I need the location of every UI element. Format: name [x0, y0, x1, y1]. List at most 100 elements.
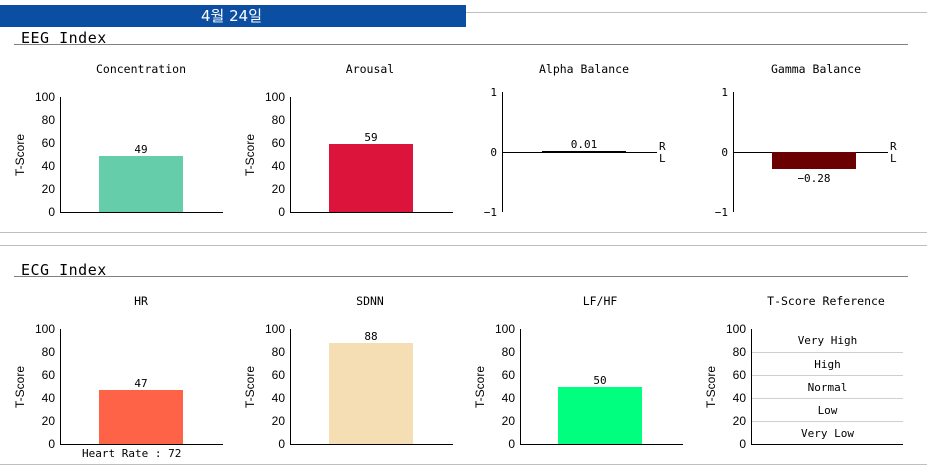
y-tick-label: 20: [41, 414, 55, 428]
bar-value-label: −0.28: [797, 171, 831, 185]
x-axis: [751, 444, 903, 445]
reference-grid: Very High High Normal Low Very Low: [752, 329, 903, 444]
chart-title: LF/HF: [582, 294, 618, 308]
chart-title: Alpha Balance: [538, 62, 629, 76]
y-axis-label: T-Score: [473, 365, 487, 408]
y-tick-label: 20: [732, 414, 746, 428]
y-tick-label: 60: [271, 136, 285, 150]
y-tick-label: 40: [501, 391, 515, 405]
date-banner: 4월 24일: [0, 5, 466, 27]
y-tick-label: 100: [264, 322, 285, 336]
y-tick-label: 40: [41, 391, 55, 405]
y-axis: [60, 97, 61, 212]
y-tick-label: −1: [714, 206, 728, 219]
section-separator: [0, 232, 927, 233]
y-tick-label: 40: [41, 159, 55, 173]
y-tick-label: 0: [508, 437, 515, 451]
y-tick-label: 40: [732, 391, 746, 405]
bar: [329, 144, 413, 212]
y-axis-label: T-Score: [704, 365, 718, 408]
bar: [772, 152, 856, 169]
right-label: R: [659, 140, 666, 153]
y-axis: [290, 97, 291, 212]
reference-level: High: [752, 352, 903, 376]
y-axis-label: T-Score: [13, 133, 27, 176]
reference-level: Low: [752, 398, 903, 422]
y-axis-label: T-Score: [13, 365, 27, 408]
bar-value-label: 0.01: [570, 137, 598, 151]
y-tick-label: 60: [41, 136, 55, 150]
y-tick-label: −1: [483, 206, 497, 219]
heart-rate-note: Heart Rate : 72: [82, 447, 182, 460]
y-tick-label: 0: [48, 205, 55, 219]
reference-level: Very Low: [752, 421, 903, 445]
ecg-section-line: [14, 276, 908, 277]
y-tick-label: 0: [721, 146, 728, 159]
y-tick-label: 80: [501, 345, 515, 359]
chart-title: Gamma Balance: [770, 62, 861, 76]
y-axis-label: T-Score: [243, 365, 257, 408]
bar: [542, 150, 626, 152]
y-tick-label: 80: [41, 345, 55, 359]
x-axis: [290, 212, 453, 213]
y-tick-label: 0: [739, 437, 746, 451]
bottom-divider: [0, 464, 927, 465]
y-axis: [60, 329, 61, 444]
y-tick-label: 1: [721, 86, 728, 99]
y-axis: [751, 329, 752, 444]
x-axis: [290, 444, 453, 445]
y-axis-label: T-Score: [243, 133, 257, 176]
y-tick-label: 20: [271, 414, 285, 428]
y-tick-label: 100: [494, 322, 515, 336]
eeg-section-title: EEG Index: [21, 29, 107, 47]
y-tick-label: 60: [732, 368, 746, 382]
y-tick-label: 100: [34, 322, 55, 336]
y-tick-label: 100: [725, 322, 746, 336]
zero-line: [502, 152, 657, 153]
right-label: R: [890, 140, 897, 153]
bar-value-label: 59: [364, 131, 378, 145]
y-tick-label: 40: [271, 159, 285, 173]
y-tick-label: 0: [278, 205, 285, 219]
y-tick-label: 60: [501, 368, 515, 382]
bar: [99, 155, 183, 212]
eeg-section-line: [14, 44, 908, 45]
y-tick-label: 0: [490, 146, 497, 159]
y-tick-label: 40: [271, 391, 285, 405]
y-tick-label: 80: [41, 113, 55, 127]
chart-title: HR: [134, 294, 148, 308]
y-tick-label: 100: [34, 90, 55, 104]
chart-title: SDNN: [356, 294, 384, 308]
bar-value-label: 49: [134, 142, 148, 156]
y-tick-label: 60: [271, 368, 285, 382]
date-label: 4월 24일: [201, 7, 262, 25]
chart-title: Concentration: [95, 62, 186, 76]
bar: [99, 389, 183, 444]
bar-value-label: 47: [134, 376, 148, 390]
y-tick-label: 20: [501, 414, 515, 428]
bar: [329, 342, 413, 444]
left-label: L: [659, 152, 666, 165]
y-tick-label: 20: [271, 182, 285, 196]
x-axis: [60, 212, 223, 213]
bar-value-label: 50: [593, 373, 607, 387]
y-tick-label: 60: [41, 368, 55, 382]
left-label: L: [890, 152, 897, 165]
y-axis: [520, 329, 521, 444]
y-tick-label: 20: [41, 182, 55, 196]
section-separator: [0, 245, 927, 246]
x-axis: [60, 444, 223, 445]
ecg-section-title: ECG Index: [21, 261, 107, 279]
y-tick-label: 0: [48, 437, 55, 451]
y-tick-label: 80: [271, 345, 285, 359]
x-axis: [520, 444, 683, 445]
y-axis: [290, 329, 291, 444]
reference-level: Very High: [797, 334, 858, 347]
bar: [558, 386, 642, 444]
y-tick-label: 80: [732, 345, 746, 359]
chart-title: T-Score Reference: [767, 294, 885, 308]
y-tick-label: 100: [264, 90, 285, 104]
chart-title: Arousal: [345, 62, 395, 76]
y-tick-label: 0: [278, 437, 285, 451]
y-tick-label: 1: [490, 86, 497, 99]
